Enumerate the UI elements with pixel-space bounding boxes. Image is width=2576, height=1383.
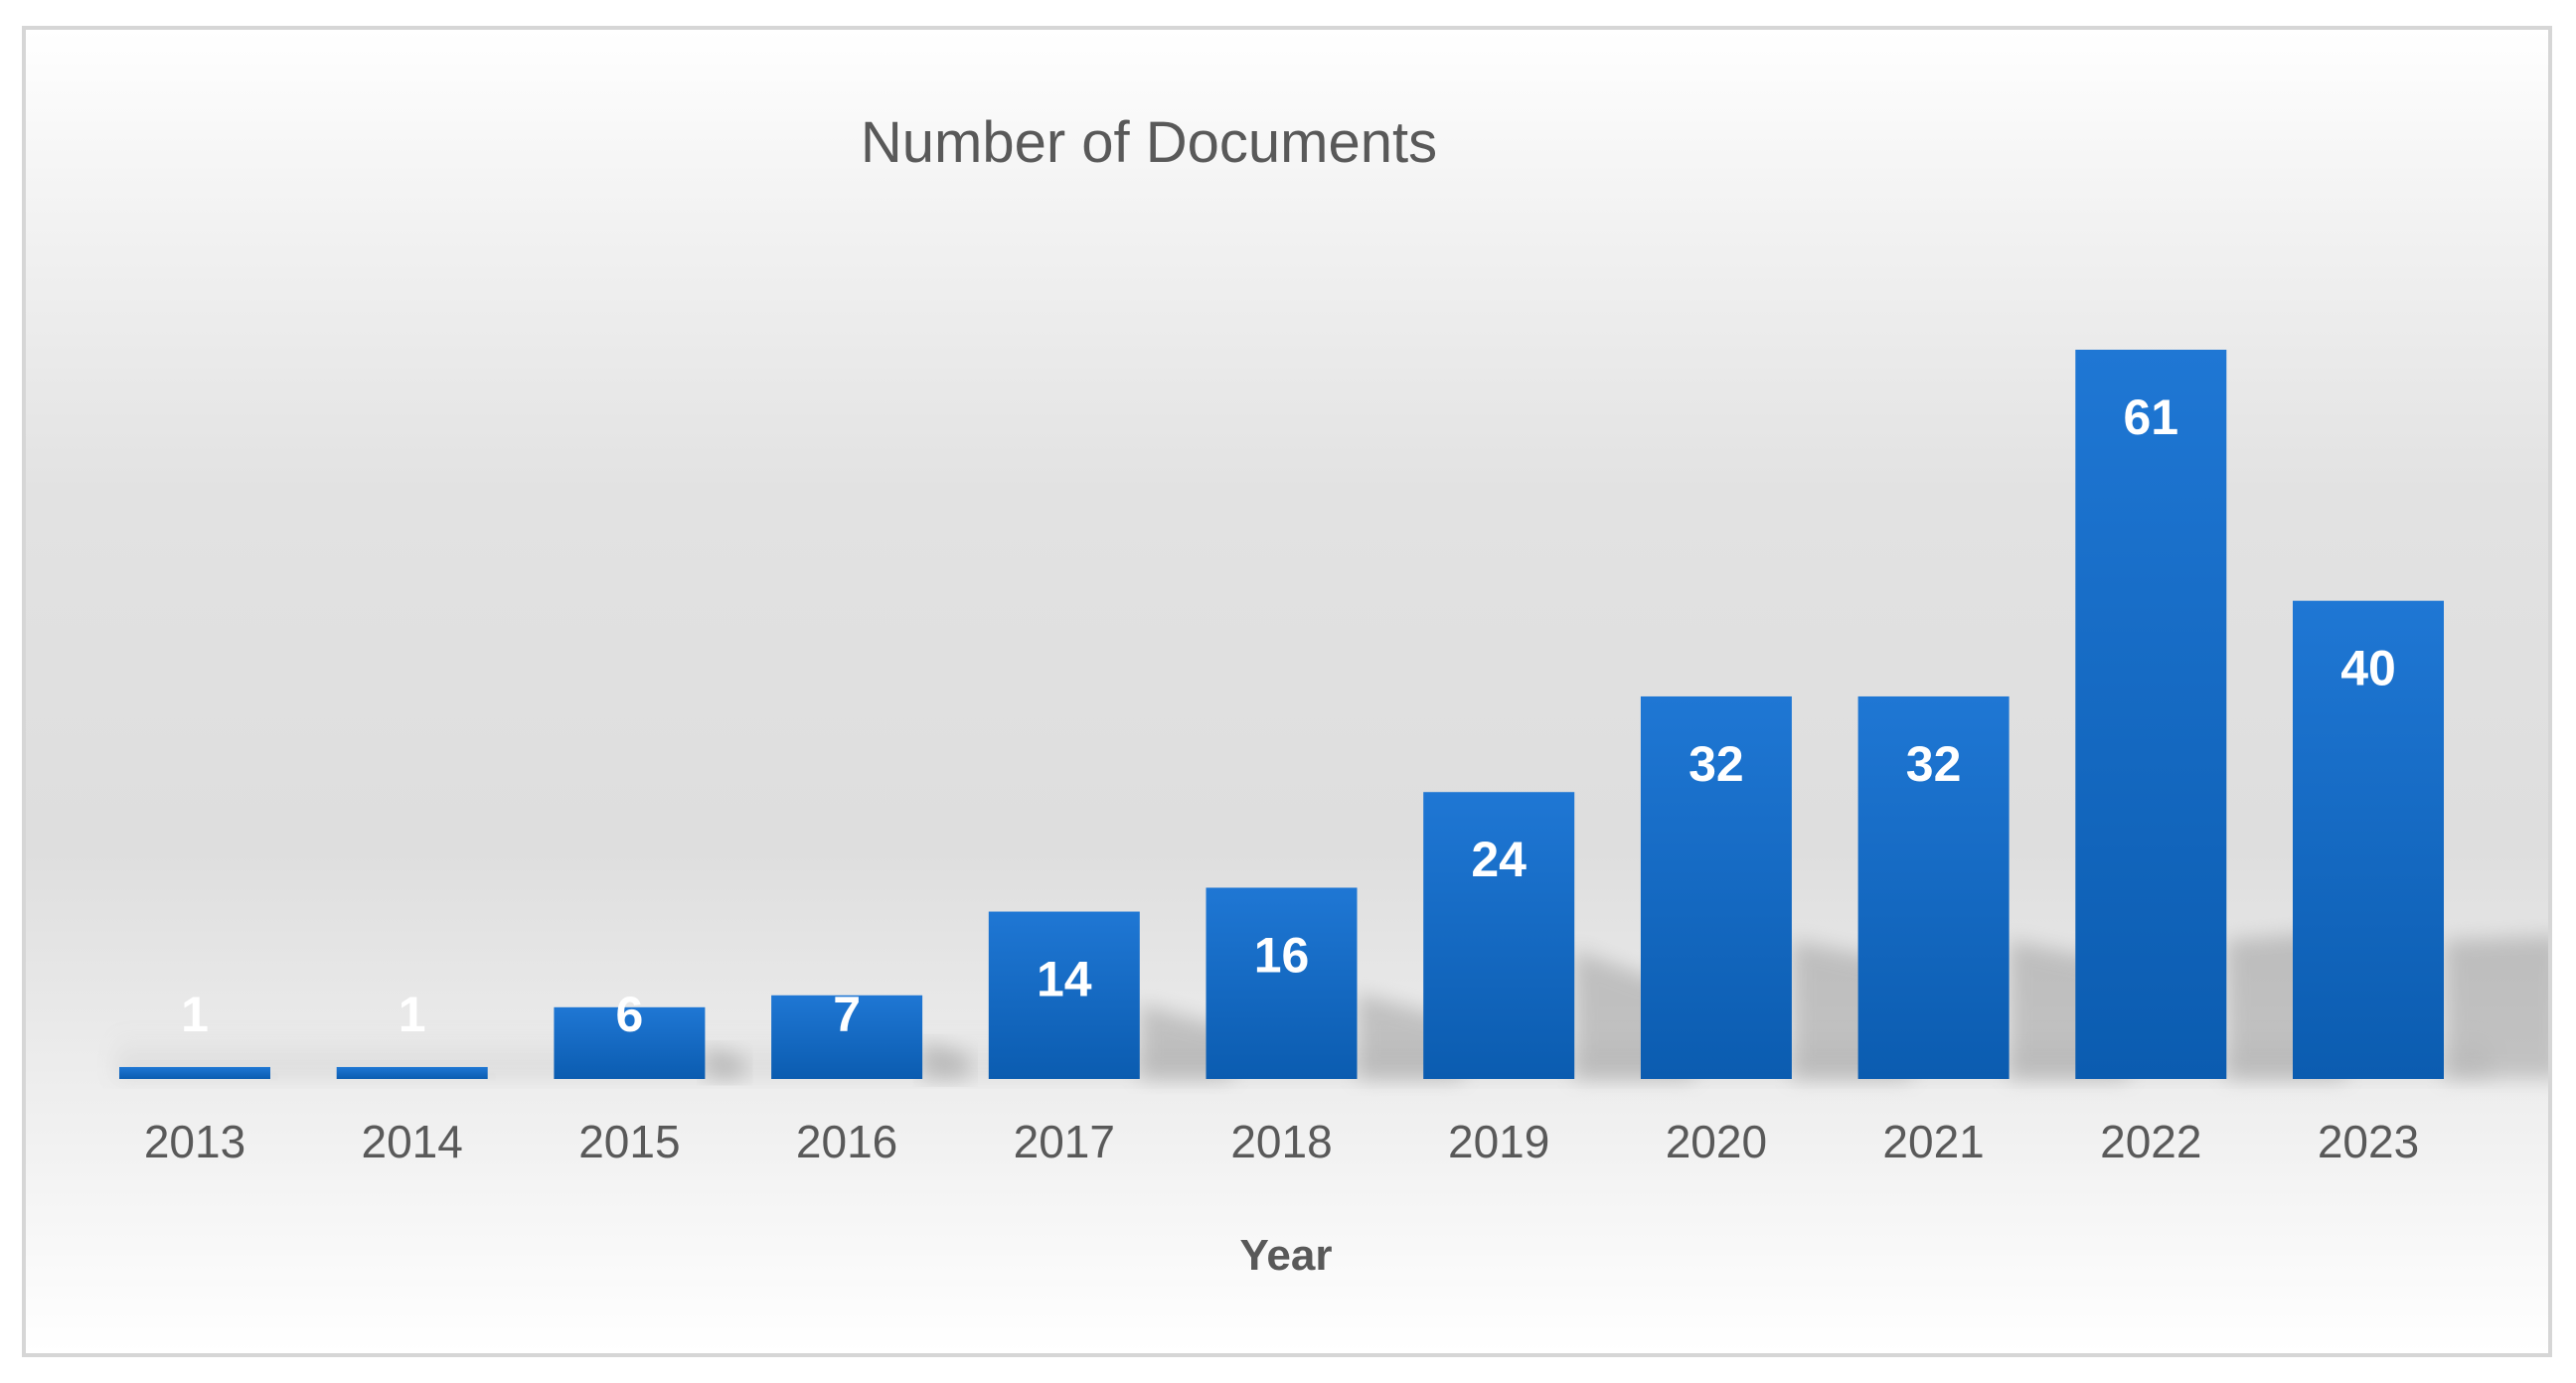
bar-2019 xyxy=(1423,792,1575,1079)
x-tick-2019: 2019 xyxy=(1448,1116,1549,1167)
x-tick-2013: 2013 xyxy=(144,1116,245,1167)
bar-2021 xyxy=(1857,695,2010,1079)
x-tick-2021: 2021 xyxy=(1882,1116,1984,1167)
bars xyxy=(119,350,2444,1079)
x-tick-2023: 2023 xyxy=(2318,1116,2419,1167)
x-axis-title: Year xyxy=(1240,1231,1333,1280)
chart-frame: Number of Documents 1 1 6 7 14 16 24 32 32 61 40 2… xyxy=(22,26,2552,1357)
value-label-2022: 61 xyxy=(2123,389,2178,445)
value-label-2019: 24 xyxy=(1471,832,1527,887)
x-tick-2014: 2014 xyxy=(362,1116,463,1167)
x-tick-2018: 2018 xyxy=(1230,1116,1332,1167)
bar-shadow xyxy=(705,1046,745,1079)
x-tick-labels: 2013 2014 2015 2016 2017 2018 2019 2020 2021 2022… xyxy=(144,1116,2419,1167)
bar-shadow xyxy=(270,1073,277,1079)
bar-shadow xyxy=(2444,936,2548,1079)
bar-2020 xyxy=(1640,695,1792,1079)
x-tick-2020: 2020 xyxy=(1666,1116,1767,1167)
bar-shadow xyxy=(922,1041,969,1079)
bar-2014 xyxy=(336,1066,488,1079)
bar-2023 xyxy=(2293,600,2444,1079)
x-tick-2015: 2015 xyxy=(578,1116,680,1167)
x-tick-2022: 2022 xyxy=(2100,1116,2201,1167)
value-label-2016: 7 xyxy=(833,987,861,1042)
x-tick-2017: 2017 xyxy=(1014,1116,1115,1167)
chart-title: Number of Documents xyxy=(861,110,1437,175)
bar-2013 xyxy=(119,1066,270,1079)
x-tick-2016: 2016 xyxy=(796,1116,897,1167)
value-label-2018: 16 xyxy=(1254,927,1310,983)
value-label-2013: 1 xyxy=(181,987,209,1042)
value-label-2015: 6 xyxy=(615,987,643,1042)
bar-2017 xyxy=(988,911,1140,1079)
value-label-2023: 40 xyxy=(2340,641,2396,696)
bar-2016 xyxy=(771,995,923,1079)
value-label-2020: 32 xyxy=(1689,736,1744,792)
value-label-2021: 32 xyxy=(1906,736,1962,792)
bar-2018 xyxy=(1206,887,1358,1079)
bar-2015 xyxy=(554,1006,706,1079)
value-label-2014: 1 xyxy=(399,987,426,1042)
bar-shadow xyxy=(487,1073,495,1079)
value-label-2017: 14 xyxy=(1037,952,1092,1007)
bar-2022 xyxy=(2075,350,2227,1079)
